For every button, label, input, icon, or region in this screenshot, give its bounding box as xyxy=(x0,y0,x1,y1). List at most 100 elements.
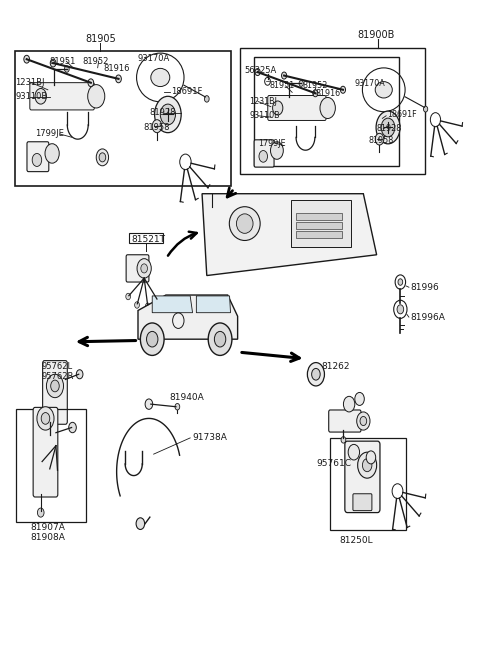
Circle shape xyxy=(175,403,180,410)
Text: 81908A: 81908A xyxy=(30,533,65,542)
Circle shape xyxy=(423,106,428,112)
Circle shape xyxy=(273,101,283,115)
Circle shape xyxy=(155,96,181,133)
Circle shape xyxy=(96,149,108,166)
Text: 81951: 81951 xyxy=(269,81,295,90)
Circle shape xyxy=(375,134,384,145)
Circle shape xyxy=(88,79,94,86)
Text: 95762R: 95762R xyxy=(42,372,74,381)
Text: 93110B: 93110B xyxy=(250,111,280,121)
Text: 81907A: 81907A xyxy=(30,523,65,532)
Bar xyxy=(16,409,86,522)
Circle shape xyxy=(24,55,30,63)
Text: 81916: 81916 xyxy=(103,64,130,73)
Ellipse shape xyxy=(151,68,170,86)
Bar xyxy=(296,231,342,238)
Polygon shape xyxy=(202,194,377,276)
Text: 81940A: 81940A xyxy=(170,393,204,402)
Text: 1799JE: 1799JE xyxy=(258,139,286,147)
Text: 93110B: 93110B xyxy=(15,92,48,102)
Circle shape xyxy=(145,399,153,409)
Text: 81958: 81958 xyxy=(368,136,393,145)
Text: 1231BJ: 1231BJ xyxy=(250,97,277,106)
FancyBboxPatch shape xyxy=(126,255,149,282)
Text: 81928: 81928 xyxy=(377,124,402,133)
Ellipse shape xyxy=(237,214,253,233)
Circle shape xyxy=(152,120,162,133)
Text: 81951: 81951 xyxy=(49,57,76,66)
Circle shape xyxy=(259,151,267,162)
Circle shape xyxy=(357,412,370,430)
Ellipse shape xyxy=(375,82,392,98)
Circle shape xyxy=(37,508,44,517)
Circle shape xyxy=(215,331,226,347)
Text: 1231BJ: 1231BJ xyxy=(15,77,45,86)
Circle shape xyxy=(299,81,303,86)
Circle shape xyxy=(307,363,324,386)
FancyBboxPatch shape xyxy=(254,140,274,167)
Circle shape xyxy=(126,293,131,300)
FancyBboxPatch shape xyxy=(268,96,326,121)
Circle shape xyxy=(340,86,346,93)
Circle shape xyxy=(88,84,105,108)
Circle shape xyxy=(137,259,151,278)
Circle shape xyxy=(313,90,318,97)
FancyBboxPatch shape xyxy=(27,141,49,172)
Bar xyxy=(330,438,406,530)
Text: 81928: 81928 xyxy=(150,108,176,117)
Polygon shape xyxy=(152,296,192,312)
Text: 81900B: 81900B xyxy=(358,30,395,40)
Circle shape xyxy=(51,380,59,392)
Text: 91738A: 91738A xyxy=(192,434,228,442)
Text: 95762L: 95762L xyxy=(42,362,73,371)
Text: 81250L: 81250L xyxy=(340,536,373,545)
Circle shape xyxy=(208,323,232,356)
Circle shape xyxy=(50,59,56,67)
Circle shape xyxy=(341,437,346,443)
FancyBboxPatch shape xyxy=(33,407,58,497)
Circle shape xyxy=(271,141,283,159)
Circle shape xyxy=(358,452,377,478)
Circle shape xyxy=(32,153,42,166)
Circle shape xyxy=(41,413,50,424)
Circle shape xyxy=(37,407,54,430)
Circle shape xyxy=(355,392,364,405)
Bar xyxy=(254,58,399,166)
Circle shape xyxy=(76,369,83,379)
Text: 81952: 81952 xyxy=(302,81,328,90)
Circle shape xyxy=(140,323,164,356)
Circle shape xyxy=(155,297,160,303)
Text: 93170A: 93170A xyxy=(355,79,385,88)
FancyBboxPatch shape xyxy=(345,441,380,513)
Circle shape xyxy=(146,331,158,347)
Text: 81958: 81958 xyxy=(143,123,170,132)
Circle shape xyxy=(45,143,59,163)
Bar xyxy=(14,51,230,186)
Circle shape xyxy=(116,75,121,83)
Circle shape xyxy=(282,72,287,79)
Text: 81916: 81916 xyxy=(316,89,341,98)
Bar xyxy=(129,233,163,243)
Circle shape xyxy=(64,66,69,72)
Circle shape xyxy=(397,305,404,314)
Circle shape xyxy=(381,118,395,137)
Text: 81952: 81952 xyxy=(83,57,109,66)
Circle shape xyxy=(204,96,209,102)
Text: 18691F: 18691F xyxy=(171,87,203,96)
Polygon shape xyxy=(138,295,238,339)
Bar xyxy=(240,48,425,174)
Text: 81996A: 81996A xyxy=(411,312,445,322)
FancyBboxPatch shape xyxy=(329,410,361,432)
Circle shape xyxy=(48,433,53,441)
Circle shape xyxy=(343,396,355,412)
Circle shape xyxy=(255,69,260,75)
Circle shape xyxy=(320,98,336,119)
Circle shape xyxy=(360,417,367,426)
Circle shape xyxy=(362,458,372,472)
Bar xyxy=(296,213,342,219)
Bar xyxy=(291,200,350,247)
FancyBboxPatch shape xyxy=(30,83,95,110)
Text: 56325A: 56325A xyxy=(245,66,277,75)
Circle shape xyxy=(47,374,63,398)
Circle shape xyxy=(398,279,403,286)
